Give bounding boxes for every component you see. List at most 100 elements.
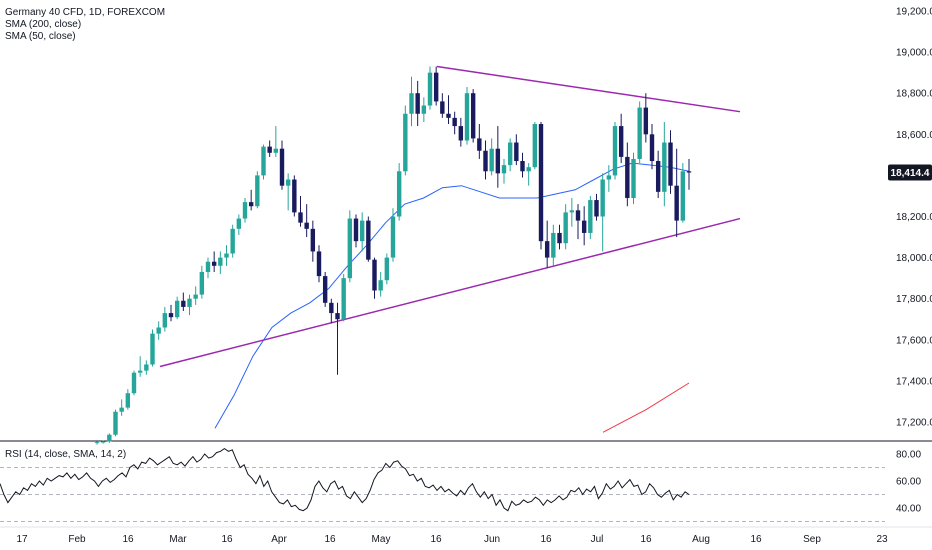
legend-sma50[interactable]: SMA (50, close) <box>5 31 76 42</box>
sma200-line <box>602 382 690 433</box>
candle-body <box>236 218 242 229</box>
candle-body <box>588 200 593 233</box>
candle-body <box>261 146 266 176</box>
candle-body <box>279 148 285 186</box>
candle-body <box>581 220 587 233</box>
time-tick-label: 16 <box>750 534 762 545</box>
price-tick-label: 19,000.0 <box>896 48 932 59</box>
candle-body <box>144 364 149 371</box>
candle-body <box>551 232 556 258</box>
rsi-tick-label: 80.00 <box>896 450 921 461</box>
sma200-layer <box>602 382 690 433</box>
candle-body <box>686 171 692 173</box>
time-tick-label: 23 <box>876 534 888 545</box>
legend-sma200[interactable]: SMA (200, close) <box>5 19 82 30</box>
candle-body <box>298 212 303 223</box>
candle-body <box>569 210 575 213</box>
time-tick-label: Aug <box>692 534 710 545</box>
sma50-layer <box>214 162 690 429</box>
candle-body <box>242 202 248 219</box>
time-tick-label: 16 <box>540 534 552 545</box>
candle-body <box>464 93 470 141</box>
axis-frames <box>0 440 932 528</box>
candle-body <box>477 138 482 151</box>
candle-body <box>211 261 217 266</box>
rsi-legend[interactable]: RSI (14, close, SMA, 14, 2) <box>5 449 127 460</box>
candle-body <box>359 220 365 242</box>
candle-body <box>316 251 322 277</box>
candle-body <box>125 393 131 408</box>
candle-body <box>156 327 161 334</box>
rsi-line <box>0 447 690 512</box>
candle-body <box>199 271 205 295</box>
rsi-pane: 80.00 60.00 40.00 <box>0 447 921 522</box>
candle-body <box>655 161 661 192</box>
time-tick-label: 16 <box>640 534 652 545</box>
candle-body <box>255 175 260 207</box>
candle-body <box>680 171 686 221</box>
candle-body <box>544 241 550 258</box>
candle-body <box>366 220 371 260</box>
time-tick-label: 16 <box>430 534 442 545</box>
last-price-tag <box>888 164 932 181</box>
candle-body <box>446 113 451 118</box>
candle-body <box>174 300 180 318</box>
time-tick-label: Feb <box>68 534 86 545</box>
last-price-label: 18,414.4 <box>891 168 930 179</box>
resistance-trendline <box>436 65 741 113</box>
candle-body <box>489 148 494 172</box>
candle-body <box>483 150 488 172</box>
candle-body <box>218 257 223 266</box>
price-tick-label: 17,600.0 <box>896 335 932 346</box>
candle-body <box>452 117 457 127</box>
candle-body <box>427 72 433 106</box>
candle-body <box>668 142 673 186</box>
time-tick-label: Jun <box>484 534 500 545</box>
candle-body <box>600 179 605 217</box>
time-tick-label: 16 <box>122 534 134 545</box>
candle-body <box>440 101 445 114</box>
time-tick-label: May <box>372 534 391 545</box>
candle-body <box>612 126 618 176</box>
candle-body <box>248 202 254 207</box>
price-tick-label: 18,600.0 <box>896 130 932 141</box>
candle-body <box>421 105 427 114</box>
candle-body <box>378 280 383 291</box>
sma50-line <box>214 162 690 429</box>
candle-body <box>495 148 501 174</box>
support-trendline <box>159 217 741 368</box>
candle-body <box>643 107 649 135</box>
candle-body <box>335 313 340 320</box>
legend-title[interactable]: Germany 40 CFD, 1D, FOREXCOM <box>5 7 166 18</box>
candle-body <box>557 232 562 244</box>
price-tick-label: 17,200.0 <box>896 418 932 429</box>
time-tick-label: Mar <box>169 534 187 545</box>
time-axis: 17 Feb 16 Mar 16 Apr 16 May 16 Jun 16 Jul 16 Aug 16 Sep… <box>16 534 888 545</box>
candle-body <box>107 434 112 442</box>
candle-body <box>594 200 599 217</box>
candle-body <box>353 218 359 242</box>
rsi-tick-label: 40.00 <box>896 504 921 515</box>
candle-body <box>458 126 464 141</box>
candle-body <box>501 165 507 174</box>
candle-body <box>532 124 538 168</box>
candle-body <box>304 222 309 229</box>
candle-body <box>187 298 192 307</box>
price-tick-label: 17,400.0 <box>896 376 932 387</box>
candle-body <box>637 107 642 159</box>
price-tick-label: 19,200.0 <box>896 7 932 18</box>
candle-body <box>563 212 568 244</box>
price-tick-label: 18,800.0 <box>896 89 932 100</box>
candle-body <box>618 126 624 157</box>
candle-body <box>514 142 519 162</box>
price-tick-label: 18,200.0 <box>896 212 932 223</box>
candle-body <box>433 72 439 102</box>
candle-body <box>520 161 525 172</box>
candle-body <box>292 179 297 213</box>
candle-body <box>224 253 229 258</box>
time-tick-label: Sep <box>803 534 821 545</box>
candle-body <box>631 158 636 199</box>
trendlines-layer <box>159 65 741 368</box>
